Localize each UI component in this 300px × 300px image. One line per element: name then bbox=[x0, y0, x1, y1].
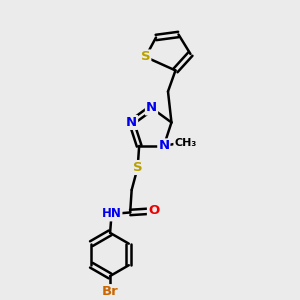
Text: N: N bbox=[158, 140, 169, 152]
Text: N: N bbox=[126, 116, 137, 129]
Text: S: S bbox=[133, 161, 142, 174]
Text: N: N bbox=[146, 101, 157, 114]
Text: CH₃: CH₃ bbox=[174, 138, 196, 148]
Text: S: S bbox=[141, 50, 150, 64]
Text: O: O bbox=[148, 205, 159, 218]
Text: HN: HN bbox=[102, 208, 122, 220]
Text: Br: Br bbox=[102, 285, 118, 298]
